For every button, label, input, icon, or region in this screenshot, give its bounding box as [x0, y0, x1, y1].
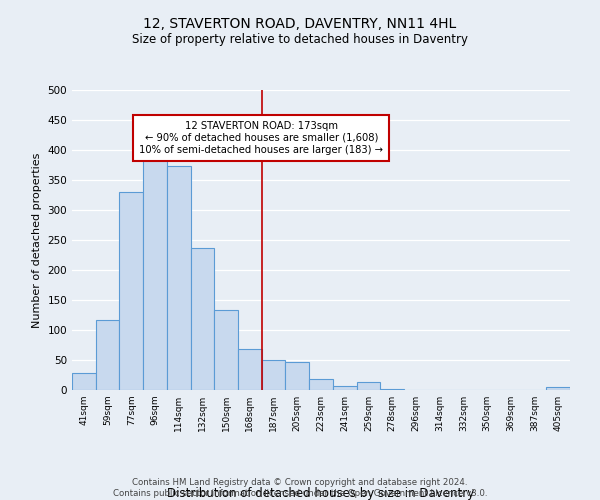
Text: 12 STAVERTON ROAD: 173sqm
← 90% of detached houses are smaller (1,608)
10% of se: 12 STAVERTON ROAD: 173sqm ← 90% of detac… — [139, 122, 383, 154]
Bar — [214, 310, 238, 390]
Bar — [119, 192, 143, 390]
Bar — [96, 320, 119, 390]
Bar — [72, 373, 96, 390]
Bar — [333, 386, 356, 390]
Text: 12, STAVERTON ROAD, DAVENTRY, NN11 4HL: 12, STAVERTON ROAD, DAVENTRY, NN11 4HL — [143, 18, 457, 32]
Bar — [143, 159, 167, 390]
X-axis label: Distribution of detached houses by size in Daventry: Distribution of detached houses by size … — [167, 487, 475, 500]
Bar — [191, 248, 214, 390]
Text: Size of property relative to detached houses in Daventry: Size of property relative to detached ho… — [132, 32, 468, 46]
Text: Contains HM Land Registry data © Crown copyright and database right 2024.
Contai: Contains HM Land Registry data © Crown c… — [113, 478, 487, 498]
Bar — [286, 362, 309, 390]
Y-axis label: Number of detached properties: Number of detached properties — [32, 152, 42, 328]
Bar — [546, 387, 570, 390]
Bar — [262, 360, 286, 390]
Bar — [309, 378, 333, 390]
Bar — [356, 382, 380, 390]
Bar — [238, 349, 262, 390]
Bar — [380, 389, 404, 390]
Bar — [167, 166, 191, 390]
